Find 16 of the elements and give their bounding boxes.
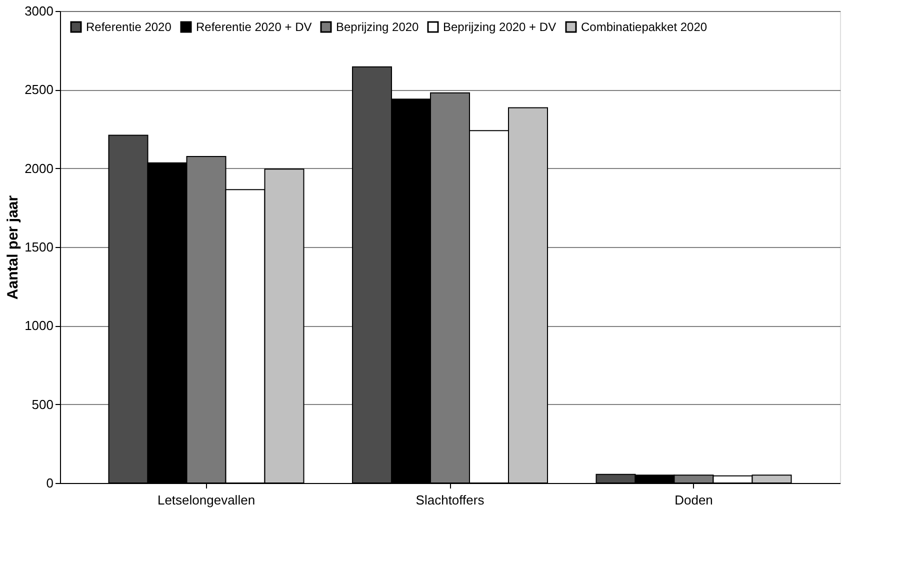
- y-tick-label: 3000: [24, 4, 54, 18]
- y-tick-label: 2500: [24, 82, 54, 98]
- legend-label: Beprijzing 2020: [336, 20, 420, 34]
- y-tick-label: 500: [32, 396, 54, 412]
- y-tick-label: 1000: [24, 318, 54, 334]
- legend-label: Referentie 2020: [86, 20, 172, 34]
- legend-label: Combinatiepakket 2020: [581, 20, 708, 34]
- x-tick-label: Doden: [674, 492, 713, 508]
- y-tick-label: 2000: [24, 160, 54, 176]
- y-axis-title: Aantal per jaar: [4, 195, 22, 300]
- x-tick-label: Slachtoffers: [416, 492, 485, 508]
- legend-label: Referentie 2020 + DV: [196, 20, 312, 34]
- x-tick-label: Letselongevallen: [157, 492, 256, 508]
- y-tick-label: 1500: [24, 240, 54, 254]
- y-tick-label: 0: [46, 476, 54, 490]
- legend-label: Beprijzing 2020 + DV: [443, 20, 556, 34]
